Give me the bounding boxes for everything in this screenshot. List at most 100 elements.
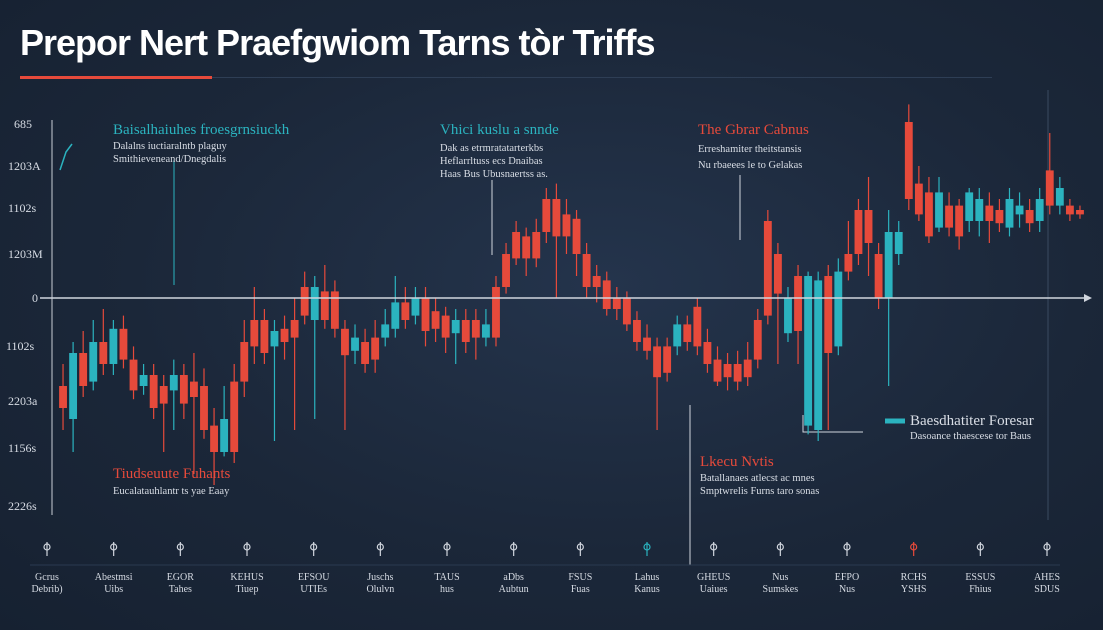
candle-body [995, 210, 1004, 224]
candle-body [673, 324, 682, 347]
x-tick-label: ESSUS [965, 572, 995, 583]
annotation-line: Erreshamiter theitstansis [698, 144, 802, 155]
candle-body [99, 342, 108, 364]
candle-body [602, 280, 611, 309]
x-marker-dot [643, 543, 651, 551]
axis-arrow-icon [59, 143, 73, 171]
candle-body [159, 386, 168, 404]
y-tick-label: 2203a [8, 394, 38, 408]
y-tick-label: 2226s [8, 499, 37, 513]
annotation-leaders [173, 160, 905, 565]
annotation: Vhici kuslu a snnde Dak as etrmratatarte… [440, 122, 559, 180]
candle-body [250, 320, 259, 347]
x-tick-label: Fuas [571, 584, 590, 595]
candle-body [280, 328, 289, 342]
candle-body [562, 214, 571, 237]
candle-body [1025, 210, 1034, 224]
candle-body [330, 291, 339, 329]
candle-body [471, 320, 480, 338]
x-marker-dot [376, 543, 384, 551]
candle-body [653, 346, 662, 378]
candle-body [401, 302, 410, 320]
x-tick-label: Aubtun [499, 584, 529, 595]
candle-body [69, 353, 78, 419]
candle-body [119, 328, 128, 360]
annotation: Baisalhaiuhes froesgrnsiuckh Dalalns iuc… [113, 122, 290, 165]
candle-body [1076, 210, 1084, 215]
candle-body [1005, 199, 1014, 228]
candle-body [79, 353, 88, 386]
x-tick-label: Tiuep [236, 584, 259, 595]
candle-body [985, 205, 994, 221]
y-tick-label: 1203M [8, 247, 43, 261]
x-tick-label: Abestmsi [95, 572, 133, 583]
candle-body [1045, 170, 1054, 206]
title-rule [212, 77, 992, 78]
candle-body [139, 375, 148, 386]
candle-body [703, 342, 712, 364]
candle-body [683, 324, 692, 342]
candle-body [371, 337, 380, 360]
candle-body [814, 280, 823, 430]
candle-body [310, 287, 319, 320]
x-tick-label: GHEUS [697, 572, 730, 583]
candle-body [109, 328, 118, 364]
candle-body [290, 320, 299, 338]
candle-body [864, 210, 873, 243]
x-tick-label: EGOR [167, 572, 195, 583]
x-tick-label: Uibs [104, 584, 123, 595]
annotation-line: Smptwrelis Furns taro sonas [700, 486, 819, 497]
candle-body [179, 375, 188, 404]
annotation-line: Batallanaes atlecst ac mnes [700, 473, 815, 484]
y-tick-label: 0 [32, 291, 38, 305]
x-tick-label: TAUS [434, 572, 459, 583]
candle-body [975, 199, 984, 221]
candle-body [914, 183, 923, 215]
candle-body [1065, 205, 1074, 215]
y-tick-labels: 685 1203A 1102s 1203M 0 1102s 2203a 1156… [6, 117, 43, 513]
y-tick-label: 1203A [8, 159, 41, 173]
candle-body [935, 192, 943, 228]
candle-body [240, 342, 249, 382]
candle-body [925, 192, 933, 237]
x-tick-label: FSUS [568, 572, 592, 583]
candle-body [643, 337, 651, 351]
x-tick-label: Nus [772, 572, 788, 583]
candle-body [341, 328, 349, 356]
annotation: Lkecu Nvtis Batallanaes atlecst ac mnes … [700, 454, 819, 497]
x-marker-dot [1043, 543, 1051, 551]
candle-body [633, 320, 641, 342]
x-tick-label: Sumskes [763, 584, 799, 595]
candle-body [713, 359, 722, 382]
annotation-title: Vhici kuslu a snnde [440, 122, 559, 138]
candles [59, 104, 1084, 485]
candle-body [804, 276, 813, 426]
candle-body [502, 254, 510, 287]
candle-body [763, 221, 772, 316]
candle-body [421, 298, 430, 331]
candle-body [230, 381, 239, 452]
x-tick-label: Fhius [969, 584, 991, 595]
candle-body [129, 359, 138, 391]
x-tick-label: Gcrus [35, 572, 59, 583]
x-tick-label: Nus [839, 584, 855, 595]
x-markers [43, 542, 1051, 556]
candle-body [361, 342, 370, 364]
candle-body [773, 254, 782, 294]
candle-body [260, 320, 269, 353]
candle-body [381, 324, 390, 338]
candle-body [894, 232, 903, 254]
candle-body [89, 342, 98, 382]
x-tick-label: hus [440, 584, 454, 595]
x-tick-label: EFPO [835, 572, 859, 583]
x-tick-label: Olulvn [366, 584, 394, 595]
candle-body [220, 419, 229, 452]
candle-body [663, 346, 672, 373]
candle-body [612, 298, 621, 309]
candle-body [582, 254, 591, 287]
annotation: Tiudseuute Fuhants Eucalatauhlantr ts ya… [113, 466, 231, 497]
candle-body [965, 192, 974, 221]
annotation-title: Tiudseuute Fuhants [113, 466, 231, 482]
candle-body [210, 425, 218, 452]
